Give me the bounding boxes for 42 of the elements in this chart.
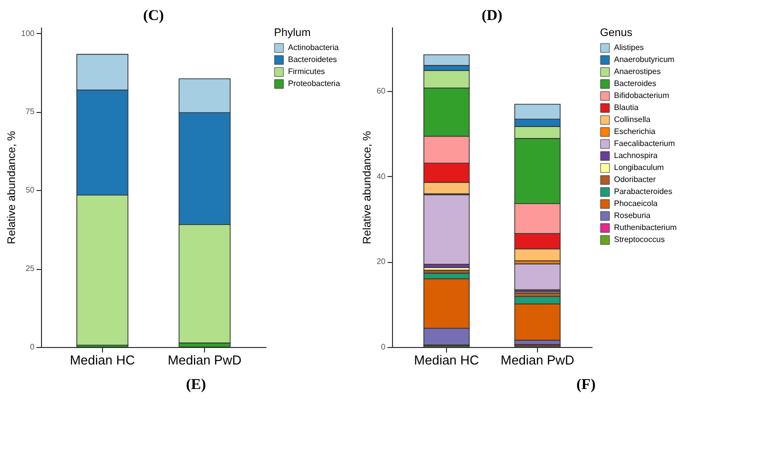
y-tick-label: 100 — [21, 28, 36, 38]
legend-label: Parabacteroides — [614, 187, 672, 196]
legend-label: Bacteroidetes — [288, 55, 337, 64]
y-tick-label: 40 — [376, 172, 386, 181]
legend-label: Odoribacter — [614, 175, 656, 184]
legend-label: Blautia — [614, 103, 640, 112]
legend-label: Escherichia — [614, 127, 656, 136]
legend-label: Bacteroides — [614, 79, 656, 88]
text: (E) — [186, 377, 206, 393]
legend-label: Lachnospira — [614, 151, 658, 160]
legend-label: Bifidobacterium — [614, 91, 670, 100]
y-tick-label: 0 — [381, 342, 386, 352]
legend-label: Longibaculum — [614, 163, 664, 172]
legend-label: Faecalibacterium — [614, 139, 676, 148]
x-tick-label: Median PwD — [168, 352, 242, 368]
legend-label: Streptococcus — [614, 235, 665, 244]
x-tick-label: Median PwD — [500, 352, 574, 368]
y-tick-label: 75 — [26, 107, 36, 116]
x-tick-label: Median HC — [70, 352, 135, 368]
legend-title: Phylum — [274, 27, 311, 39]
legend-label: Ruthenibacterium — [614, 223, 678, 232]
y-tick-label: 0 — [30, 342, 36, 352]
y-axis-title: Relative abundance, % — [6, 130, 18, 244]
y-tick-label: 25 — [26, 264, 36, 274]
chart-title: (D) — [482, 8, 502, 24]
legend-label: Roseburia — [614, 211, 652, 220]
x-tick-label: Median HC — [414, 352, 480, 368]
legend-label: Alistipes — [614, 43, 644, 52]
legend-label: Anaerostipes — [614, 67, 661, 76]
y-axis-title: Relative abundance, % — [362, 130, 374, 244]
legend-label: Anaerobutyricum — [614, 55, 675, 64]
chart-title: (C) — [143, 8, 164, 24]
legend-label: Proteobacteria — [288, 79, 341, 88]
legend-label: Phocaeicola — [614, 199, 658, 208]
y-tick-label: 60 — [376, 86, 386, 96]
legend-label: Actinobacteria — [288, 43, 340, 52]
y-tick-label: 50 — [26, 186, 36, 195]
y-tick-label: 20 — [376, 257, 386, 266]
legend-label: Collinsella — [614, 115, 652, 124]
legend-title: Genus — [600, 27, 633, 39]
text: (F) — [576, 377, 596, 393]
legend-label: Firmicutes — [288, 67, 325, 76]
